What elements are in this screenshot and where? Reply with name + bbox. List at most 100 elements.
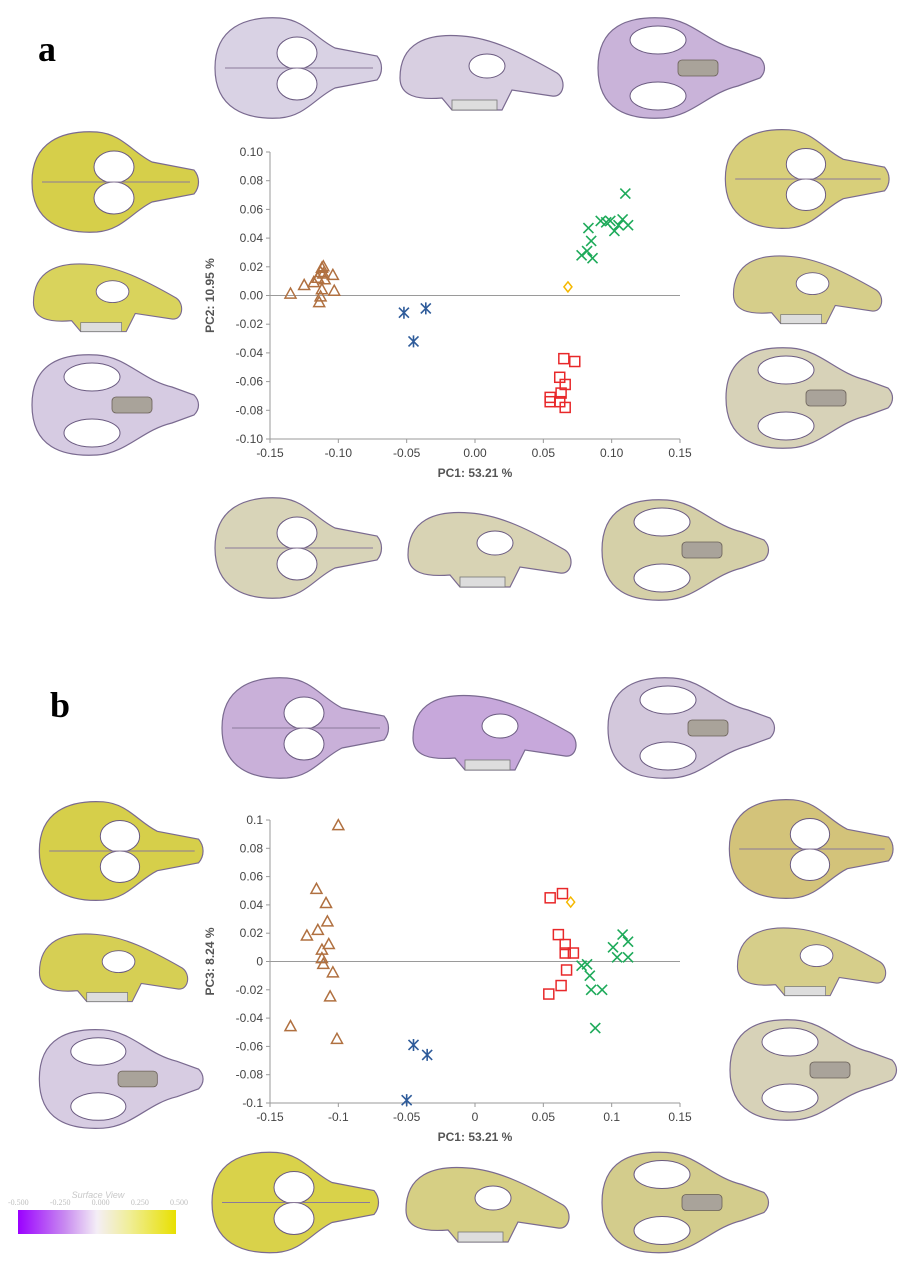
triangle-point	[320, 914, 335, 927]
colorbar-ticks: -0.500 -0.250 0.000 0.250 0.500	[8, 1198, 188, 1207]
y-tick-label: 0.00	[240, 289, 264, 303]
x-point	[622, 951, 634, 963]
x-point	[607, 941, 619, 953]
triangle-point	[326, 267, 340, 281]
square-point	[569, 355, 581, 368]
x-tick-label: 0	[472, 1110, 479, 1124]
x-tick-label: -0.10	[325, 446, 353, 460]
skull-dorsal-b-left	[28, 792, 208, 910]
skull-ventral-a-bottom	[592, 490, 772, 610]
y-tick-label: -0.04	[236, 1011, 264, 1025]
y-tick-label: 0.04	[240, 898, 264, 912]
asterisk-point	[407, 1038, 420, 1051]
y-tick-label: -0.08	[236, 403, 264, 417]
x-tick-label: -0.15	[256, 446, 284, 460]
asterisk-point	[420, 302, 432, 315]
y-axis-label: PC3: 8.24 %	[203, 927, 217, 995]
x-point	[622, 936, 634, 948]
y-tick-label: -0.06	[236, 375, 264, 389]
x-tick-label: 0.15	[668, 1110, 692, 1124]
diamond-point	[562, 280, 573, 294]
skull-lateral-a-bottom	[400, 495, 580, 605]
y-tick-label: -0.04	[236, 346, 264, 360]
triangle-point	[326, 965, 340, 978]
x-tick-label: 0.1	[603, 1110, 620, 1124]
x-point	[622, 219, 634, 231]
skull-lateral-a-left	[18, 248, 198, 348]
triangle-point	[300, 928, 314, 941]
x-point	[608, 225, 620, 237]
square-point	[556, 887, 569, 900]
asterisk-point	[401, 1094, 413, 1107]
asterisk-point	[398, 306, 410, 319]
skull-lateral-b-bottom	[398, 1150, 578, 1260]
y-tick-label: 0	[256, 955, 263, 969]
x-tick-label: 0.15	[668, 446, 692, 460]
skull-dorsal-a-bottom	[205, 488, 385, 608]
x-axis-label: PC1: 53.21 %	[438, 466, 513, 480]
skull-lateral-a-right	[718, 240, 898, 340]
y-tick-label: 0.06	[240, 870, 264, 884]
y-tick-label: 0.10	[240, 145, 264, 159]
y-tick-label: -0.10	[236, 432, 264, 446]
triangle-point	[316, 259, 331, 272]
x-tick-label: -0.15	[256, 1110, 284, 1124]
x-point	[600, 216, 612, 228]
square-point	[543, 988, 555, 1000]
triangle-point	[283, 1019, 298, 1032]
x-tick-label: 0.10	[600, 446, 624, 460]
skull-ventral-b-left	[28, 1020, 208, 1138]
triangle-point	[297, 277, 311, 291]
colorbar-title: Surface View	[71, 1190, 125, 1200]
skull-dorsal-a-left	[22, 122, 202, 242]
square-point	[559, 938, 571, 951]
triangle-point	[313, 289, 328, 302]
skull-ventral-b-right	[720, 1010, 900, 1130]
skull-ventral-a-left	[22, 345, 202, 465]
y-tick-label: 0.08	[240, 174, 264, 188]
triangle-point	[331, 818, 346, 831]
colorbar-tick: -0.500	[8, 1198, 29, 1207]
square-point	[559, 401, 571, 414]
y-tick-label: 0.08	[240, 841, 264, 855]
diamond-point	[565, 895, 576, 909]
triangle-point	[330, 1031, 344, 1045]
x-tick-label: 0.05	[532, 1110, 556, 1124]
y-tick-label: 0.02	[240, 926, 264, 940]
x-tick-label: -0.05	[393, 1110, 421, 1124]
skull-lateral-b-top	[405, 678, 585, 788]
square-point	[559, 947, 571, 959]
x-tick-label: 0.00	[463, 446, 487, 460]
triangle-point	[311, 922, 325, 936]
y-tick-label: -0.08	[236, 1068, 264, 1082]
square-point	[567, 947, 580, 959]
skull-dorsal-b-right	[718, 790, 898, 908]
x-point	[581, 245, 593, 257]
skull-lateral-b-right	[722, 912, 902, 1012]
x-point	[585, 235, 597, 247]
y-axis-label: PC2: 10.95 %	[203, 258, 217, 333]
square-point	[555, 979, 567, 992]
x-tick-label: -0.1	[328, 1110, 349, 1124]
x-point	[596, 984, 608, 996]
triangle-point	[309, 881, 324, 895]
skull-ventral-a-top	[588, 8, 768, 128]
y-tick-label: 0.1	[246, 813, 263, 827]
triangle-point	[321, 936, 336, 950]
triangle-point	[283, 286, 298, 299]
x-point	[617, 929, 629, 941]
triangle-point	[327, 283, 342, 296]
y-tick-label: 0.06	[240, 202, 264, 216]
x-point	[585, 984, 597, 996]
square-point	[559, 378, 571, 391]
skull-lateral-b-left	[24, 918, 204, 1018]
skull-ventral-b-top	[598, 668, 778, 788]
y-tick-label: -0.02	[236, 983, 264, 997]
triangle-point	[319, 895, 333, 909]
triangle-point	[323, 989, 337, 1002]
colorbar-tick: -0.250	[49, 1198, 71, 1207]
colorbar-tick: 0.000	[91, 1198, 110, 1207]
x-point	[586, 252, 599, 264]
square-point	[552, 928, 565, 941]
asterisk-point	[407, 335, 420, 348]
